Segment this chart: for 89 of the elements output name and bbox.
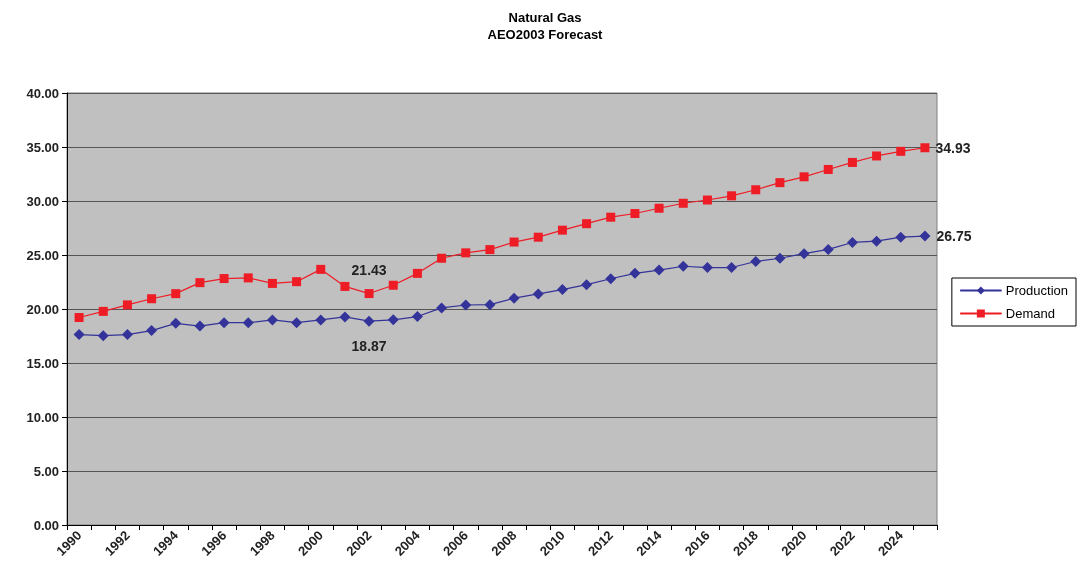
chart-subtitle: AEO2003 Forecast: [487, 27, 604, 42]
point: [292, 277, 302, 287]
point: [701, 262, 713, 274]
point: [654, 203, 664, 213]
point: [267, 278, 277, 288]
data-label: 21.43: [351, 262, 387, 279]
y-tick-label: 25.00: [26, 247, 59, 263]
point: [74, 313, 84, 323]
chart-title: Natural Gas: [508, 10, 582, 25]
point: [243, 273, 253, 283]
point: [872, 151, 882, 161]
y-tick-label: 20.00: [26, 301, 59, 317]
point: [219, 274, 229, 284]
point: [582, 219, 592, 229]
point: [581, 279, 593, 291]
y-tick-label: 0.00: [33, 517, 59, 533]
point: [194, 320, 206, 332]
point: [315, 314, 327, 326]
point: [266, 314, 278, 326]
legend-label: Demand: [1005, 306, 1055, 321]
point: [605, 273, 617, 285]
point: [411, 311, 423, 323]
point: [798, 248, 810, 260]
point: [291, 317, 303, 329]
point: [556, 284, 568, 296]
point: [437, 253, 447, 263]
point: [412, 268, 422, 278]
point: [774, 252, 786, 264]
point: [920, 143, 930, 153]
point: [218, 317, 230, 329]
point: [146, 325, 158, 337]
point: [629, 267, 641, 279]
point: [847, 157, 857, 167]
point: [509, 237, 519, 247]
point: [340, 281, 350, 291]
y-tick-label: 35.00: [26, 139, 59, 155]
point: [461, 248, 471, 258]
point: [170, 317, 182, 329]
point: [242, 317, 254, 329]
point: [364, 289, 374, 299]
point: [195, 278, 205, 288]
point: [846, 236, 858, 248]
y-tick-label: 30.00: [26, 193, 59, 209]
point: [388, 280, 398, 290]
point: [677, 260, 689, 272]
y-tick-label: 15.00: [26, 355, 59, 371]
point: [122, 300, 132, 310]
point: [98, 306, 108, 316]
point: [533, 232, 543, 242]
point: [460, 299, 472, 311]
data-label: 26.75: [936, 228, 972, 245]
point: [484, 299, 496, 311]
point: [895, 231, 907, 243]
point: [387, 314, 399, 326]
point: [606, 212, 616, 222]
point: [73, 329, 85, 341]
point: [726, 262, 738, 274]
point: [316, 264, 326, 274]
point: [919, 230, 931, 242]
point: [532, 288, 544, 300]
point: [775, 178, 785, 188]
point: [678, 198, 688, 208]
data-label: 18.87: [351, 337, 387, 354]
point: [871, 235, 883, 247]
point: [339, 311, 351, 323]
point: [171, 289, 181, 299]
point: [147, 294, 157, 304]
point: [823, 164, 833, 174]
y-tick-label: 10.00: [26, 409, 59, 425]
point: [436, 302, 448, 314]
point: [750, 255, 762, 267]
legend-label: Production: [1005, 283, 1069, 298]
point: [630, 209, 640, 219]
y-tick-label: 40.00: [26, 85, 59, 101]
point: [97, 330, 109, 342]
point: [727, 191, 737, 201]
point: [653, 264, 665, 276]
point: [485, 245, 495, 255]
point: [896, 146, 906, 156]
point: [751, 185, 761, 195]
point: [799, 172, 809, 182]
point: [702, 195, 712, 205]
data-label: 34.93: [935, 139, 971, 156]
point: [508, 292, 520, 304]
y-tick-label: 5.00: [33, 463, 59, 479]
point: [121, 329, 133, 341]
point: [557, 225, 567, 235]
point: [363, 315, 375, 327]
point: [822, 243, 834, 255]
